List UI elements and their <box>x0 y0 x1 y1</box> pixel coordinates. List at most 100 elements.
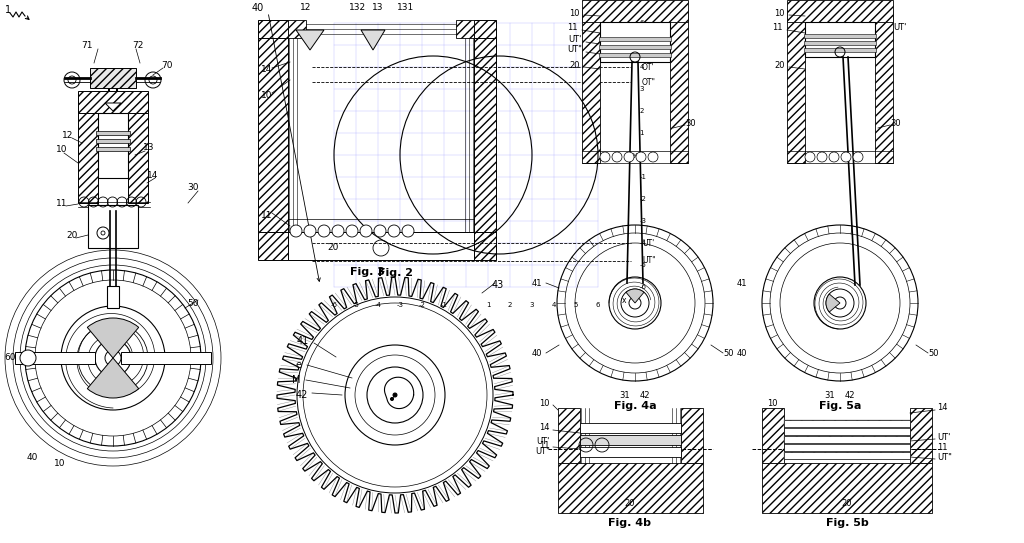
Circle shape <box>629 297 641 309</box>
Bar <box>96 131 130 135</box>
Text: UT': UT' <box>642 238 654 248</box>
Bar <box>582 10 600 163</box>
Circle shape <box>636 152 646 162</box>
Text: UT": UT" <box>536 446 550 456</box>
Text: -4: -4 <box>640 240 646 246</box>
Circle shape <box>841 152 851 162</box>
Text: e: e <box>295 360 301 370</box>
Bar <box>804 34 876 38</box>
Text: 1: 1 <box>640 130 644 136</box>
Text: -5: -5 <box>640 262 646 268</box>
Bar <box>258 20 288 38</box>
Text: 50: 50 <box>928 349 939 357</box>
Circle shape <box>612 152 622 162</box>
Circle shape <box>290 225 302 237</box>
Text: 40: 40 <box>252 3 264 13</box>
Text: 13: 13 <box>143 143 155 153</box>
Text: 11: 11 <box>567 23 578 33</box>
Text: 42: 42 <box>296 390 308 400</box>
Text: 41: 41 <box>736 279 746 287</box>
Text: 40: 40 <box>531 349 542 357</box>
Bar <box>106 286 119 308</box>
Circle shape <box>390 397 393 401</box>
Wedge shape <box>826 294 840 312</box>
Text: UT': UT' <box>568 35 582 45</box>
Bar <box>804 48 876 52</box>
Text: 31: 31 <box>824 392 836 401</box>
Text: 20: 20 <box>842 498 852 508</box>
Text: 40: 40 <box>736 349 746 357</box>
Circle shape <box>360 225 372 237</box>
Text: 11: 11 <box>540 440 550 450</box>
Text: 31: 31 <box>620 392 631 401</box>
Bar <box>258 30 288 232</box>
Bar <box>762 408 784 463</box>
Bar <box>784 444 910 451</box>
Text: -1: -1 <box>640 174 646 180</box>
Bar <box>784 420 910 427</box>
Text: 50: 50 <box>187 299 199 307</box>
Text: 50: 50 <box>723 349 733 357</box>
Polygon shape <box>361 30 385 50</box>
Bar <box>258 232 496 260</box>
Text: 10: 10 <box>569 9 580 17</box>
Text: 131: 131 <box>397 3 415 12</box>
Circle shape <box>834 297 846 309</box>
Circle shape <box>332 225 344 237</box>
Circle shape <box>817 152 827 162</box>
Text: 12: 12 <box>300 3 311 12</box>
Text: 14: 14 <box>147 171 159 180</box>
Bar <box>558 408 580 463</box>
Text: 13: 13 <box>373 3 384 12</box>
Text: 5: 5 <box>640 42 644 48</box>
Text: -3: -3 <box>640 218 646 224</box>
Text: 41: 41 <box>531 279 542 287</box>
Text: 41: 41 <box>297 336 309 346</box>
Bar <box>787 10 805 163</box>
Text: 6: 6 <box>640 20 644 26</box>
Bar <box>96 147 130 151</box>
Text: -1: -1 <box>440 301 447 307</box>
Bar <box>784 452 910 459</box>
Text: 10: 10 <box>767 399 777 407</box>
Bar <box>580 435 681 445</box>
Text: -2: -2 <box>419 301 425 307</box>
Text: -5: -5 <box>352 301 359 307</box>
Bar <box>558 463 703 513</box>
Text: -3: -3 <box>396 301 403 307</box>
Bar <box>580 423 681 433</box>
Text: Fig. 3: Fig. 3 <box>349 267 384 277</box>
Text: UT': UT' <box>937 433 950 441</box>
Text: 42: 42 <box>845 392 855 401</box>
Bar <box>121 352 211 364</box>
Text: UT': UT' <box>537 437 550 445</box>
Text: 10: 10 <box>774 9 785 17</box>
Text: 3: 3 <box>529 301 535 307</box>
Bar <box>784 436 910 443</box>
Bar <box>784 420 910 427</box>
Text: 1: 1 <box>485 301 490 307</box>
Circle shape <box>304 225 316 237</box>
Text: Fig. 5b: Fig. 5b <box>825 518 868 528</box>
Text: 42: 42 <box>640 392 650 401</box>
Circle shape <box>600 152 610 162</box>
Text: 4: 4 <box>552 301 556 307</box>
Text: 20: 20 <box>774 60 785 70</box>
Bar <box>288 232 474 260</box>
Text: 11: 11 <box>260 211 272 219</box>
Text: 14: 14 <box>261 66 272 74</box>
Text: -2: -2 <box>640 196 646 202</box>
Text: 20: 20 <box>67 230 78 239</box>
Bar <box>456 20 474 38</box>
Bar <box>580 447 681 457</box>
Wedge shape <box>87 358 138 398</box>
Bar <box>670 10 688 163</box>
Circle shape <box>805 152 815 162</box>
Polygon shape <box>105 103 121 111</box>
Text: 10: 10 <box>54 458 66 468</box>
Text: -6: -6 <box>331 301 338 307</box>
Circle shape <box>829 152 839 162</box>
Text: 5: 5 <box>573 301 579 307</box>
Bar <box>910 408 932 463</box>
Bar <box>474 20 496 38</box>
